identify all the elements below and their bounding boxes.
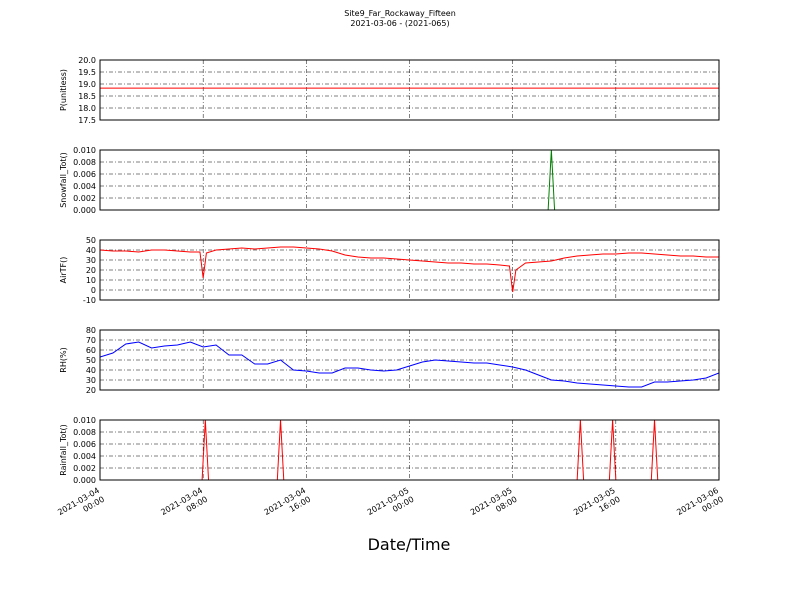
panel-frame bbox=[99, 419, 720, 481]
x-axis-label: Date/Time bbox=[368, 535, 451, 554]
y-axis-label: Rainfall_Tot() bbox=[59, 424, 68, 476]
y-tick-label: 30 bbox=[86, 376, 96, 385]
x-tick-label: 2021-03-0600:00 bbox=[675, 486, 725, 526]
figure-subtitle: 2021-03-06 - (2021-065) bbox=[350, 19, 449, 28]
y-tick-label: 19.0 bbox=[78, 80, 96, 89]
y-tick-label: 20.0 bbox=[78, 56, 96, 65]
y-tick-label: 0.002 bbox=[73, 464, 96, 473]
y-tick-label: 0.010 bbox=[73, 146, 96, 155]
y-axis-label: AirTF() bbox=[59, 257, 68, 284]
x-tick-label: 2021-03-0400:00 bbox=[56, 486, 106, 526]
y-tick-label: 18.5 bbox=[78, 92, 96, 101]
y-tick-label: 50 bbox=[86, 236, 96, 245]
y-tick-label: 80 bbox=[86, 326, 96, 335]
y-tick-label: 40 bbox=[86, 246, 96, 255]
x-tick-label: 2021-03-0416:00 bbox=[263, 486, 313, 526]
panel-frame bbox=[99, 59, 720, 121]
x-tick-label: 2021-03-0408:00 bbox=[159, 486, 209, 526]
y-tick-label: 20 bbox=[86, 386, 96, 395]
y-tick-label: 19.5 bbox=[78, 68, 96, 77]
y-tick-label: 20 bbox=[86, 266, 96, 275]
y-tick-label: 0.004 bbox=[73, 452, 96, 461]
y-axis-label: P(unitless) bbox=[59, 69, 68, 111]
y-axis-label: RH(%) bbox=[59, 347, 68, 372]
y-tick-label: 70 bbox=[86, 336, 96, 345]
y-tick-label: 0.010 bbox=[73, 416, 96, 425]
y-tick-label: 0.006 bbox=[73, 170, 96, 179]
y-tick-label: 40 bbox=[86, 366, 96, 375]
x-tick-label: 2021-03-0500:00 bbox=[366, 486, 416, 526]
y-tick-label: 0.004 bbox=[73, 182, 96, 191]
y-tick-label: 0.006 bbox=[73, 440, 96, 449]
y-tick-label: 0.000 bbox=[73, 476, 96, 485]
x-tick-label: 2021-03-0516:00 bbox=[572, 486, 622, 526]
panel-frame bbox=[99, 239, 720, 301]
data-line bbox=[100, 341, 719, 388]
figure-title: Site9_Far_Rockaway_Fifteen bbox=[344, 9, 456, 18]
y-axis-label: Snowfall_Tot() bbox=[59, 152, 68, 208]
y-tick-label: 60 bbox=[86, 346, 96, 355]
y-tick-label: 0.008 bbox=[73, 158, 96, 167]
y-tick-label: 30 bbox=[86, 256, 96, 265]
y-tick-label: 17.5 bbox=[78, 116, 96, 125]
y-tick-label: 50 bbox=[86, 356, 96, 365]
y-tick-label: 0.000 bbox=[73, 206, 96, 215]
y-tick-label: -10 bbox=[83, 296, 96, 305]
x-tick-label: 2021-03-0508:00 bbox=[469, 486, 519, 526]
y-tick-label: 0.002 bbox=[73, 194, 96, 203]
y-tick-label: 0 bbox=[91, 286, 96, 295]
y-tick-label: 10 bbox=[86, 276, 96, 285]
panel-frame bbox=[99, 149, 720, 211]
y-tick-label: 0.008 bbox=[73, 428, 96, 437]
panel-frame bbox=[99, 329, 720, 391]
y-tick-label: 18.0 bbox=[78, 104, 96, 113]
data-line bbox=[100, 246, 719, 293]
